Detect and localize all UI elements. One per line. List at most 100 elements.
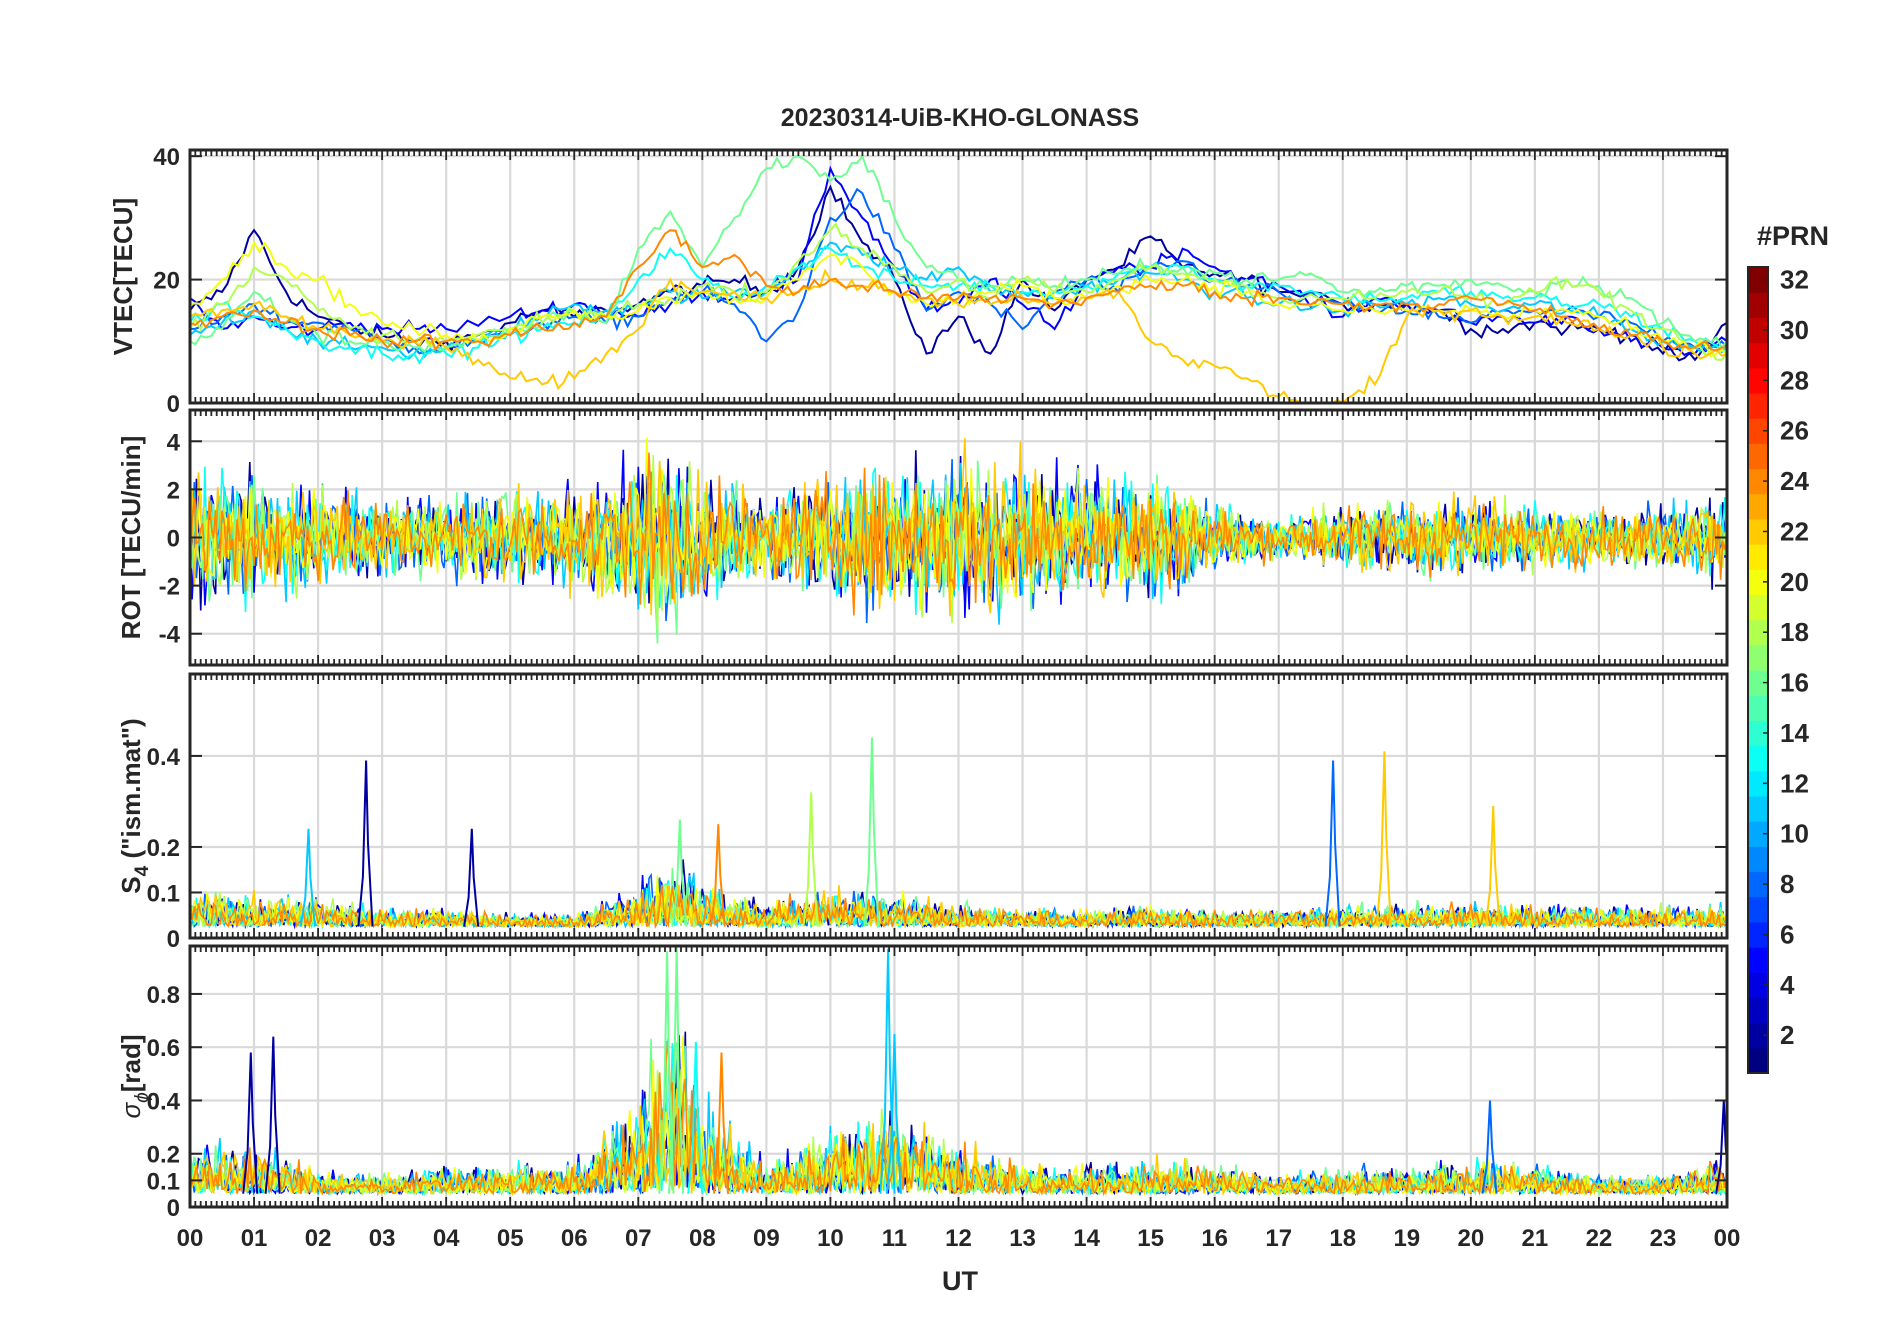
colorbar-segment (1748, 695, 1768, 721)
grid (188, 946, 1729, 1209)
spike-prn-8 (1481, 1100, 1498, 1194)
y-tick-label: 0.2 (147, 835, 180, 862)
colorbar-segment (1748, 392, 1768, 419)
spike-prn-2 (264, 1036, 281, 1194)
series-line-prn-22 (190, 268, 1727, 403)
spike-prn-2 (463, 828, 480, 927)
y-axis-label-sub: 4 (132, 865, 153, 876)
spike-prn-24 (712, 1052, 729, 1194)
colorbar-segment (1748, 342, 1768, 369)
y-tick-label: 20 (153, 268, 180, 295)
x-tick-label: 16 (1201, 1225, 1228, 1252)
spike-prn-13 (687, 1041, 704, 1194)
spike-prn-8 (1324, 760, 1341, 927)
tick-marks (189, 150, 1728, 404)
x-tick-label: 05 (497, 1225, 524, 1252)
y-tick-label: 0.4 (147, 1088, 181, 1115)
colorbar-tick-label: 6 (1780, 919, 1794, 949)
series-line-prn-22 (190, 1088, 1727, 1197)
spike-prn-2 (242, 1052, 259, 1194)
colorbar-tick-label: 28 (1780, 365, 1809, 395)
x-tick-label: 23 (1650, 1225, 1677, 1252)
y-axis-label: ROT [TECU/min] (116, 436, 146, 640)
colorbar-segment (1748, 367, 1768, 394)
colorbar-segment (1748, 443, 1768, 470)
colorbar-segment (1748, 745, 1768, 772)
spike-prn-2 (357, 760, 374, 927)
y-tick-label: 0.6 (147, 1035, 180, 1062)
y-tick-label: 0 (167, 526, 180, 553)
x-tick-label: 07 (625, 1225, 652, 1252)
colorbar-segment (1748, 972, 1768, 999)
colorbar-segment (1748, 821, 1768, 847)
colorbar-segment (1748, 468, 1768, 495)
tick-marks (189, 674, 1728, 939)
y-tick-label: 0 (167, 926, 180, 953)
spike-prn-11 (885, 1033, 902, 1194)
colorbar-tick-label: 30 (1780, 315, 1809, 345)
colorbar-segment (1748, 644, 1768, 671)
y-axis-label-rest: [rad] (116, 1034, 146, 1092)
colorbar-segment (1748, 1022, 1768, 1049)
data-marks (190, 437, 1727, 644)
y-tick-label: 0.1 (147, 880, 180, 907)
panel-sigma_phi: 00.10.2 0.4 0.6 0.8 σϕ[rad] (116, 944, 1729, 1222)
colorbar-segment (1748, 267, 1768, 293)
y-axis-label-main: S (116, 876, 146, 893)
tick-marks (189, 946, 1728, 1208)
colorbar-segment (1748, 493, 1768, 520)
series-line-prn-24 (190, 1037, 1727, 1197)
spike-prn-24 (709, 824, 726, 927)
colorbar-segment (1748, 770, 1768, 797)
x-tick-label: 18 (1329, 1225, 1356, 1252)
colorbar-segment (1748, 594, 1768, 621)
colorbar-segment (1748, 896, 1768, 923)
series-line-prn-18 (190, 222, 1727, 361)
x-tick-label: 15 (1137, 1225, 1164, 1252)
chart-title: 20230314-UiB-KHO-GLONASS (781, 104, 1139, 132)
x-tick-labels: 00 01 02 03 04 05 06 07 08 09 10 11 12 13 14 15 16 17 18 19… (177, 1225, 1741, 1252)
colorbar-segment (1748, 997, 1768, 1024)
colorbar-segment (1748, 846, 1768, 873)
x-axis-label: UT (942, 1266, 978, 1296)
x-tick-label: 01 (241, 1225, 268, 1252)
series-line-prn-16 (190, 867, 1727, 930)
spike-prn-18 (802, 792, 819, 927)
panel-vtec: 0 20 40 VTEC[TECU] (108, 144, 1729, 418)
series-line-prn-2 (190, 184, 1727, 362)
y-tick-label: 0.8 (147, 982, 180, 1009)
colorbar-segment (1748, 418, 1768, 444)
colorbar-segment (1748, 317, 1768, 344)
y-tick-label: 0 (167, 391, 180, 418)
series-line-prn-24 (190, 229, 1727, 352)
y-tick-label: 0.4 (147, 744, 181, 771)
x-tick-label: 08 (689, 1225, 716, 1252)
colorbar-segment (1748, 544, 1768, 570)
y-tick-label: 40 (153, 144, 180, 171)
x-tick-label: 19 (1393, 1225, 1420, 1252)
colorbar-tick-label: 24 (1780, 466, 1809, 496)
colorbar-segment (1748, 947, 1768, 973)
y-tick-label: -2 (159, 574, 180, 601)
y-tick-label: -4 (159, 622, 181, 649)
colorbar-tick-label: 26 (1780, 416, 1809, 446)
spike-prn-16 (658, 951, 675, 1194)
colorbar-tick-label: 16 (1780, 668, 1809, 698)
series-line-prn-20 (190, 240, 1727, 358)
x-tick-label: 03 (369, 1225, 396, 1252)
series-line-prn-22 (190, 437, 1727, 617)
colorbar-segment (1748, 292, 1768, 318)
x-tick-label: 06 (561, 1225, 588, 1252)
x-tick-label: 17 (1265, 1225, 1292, 1252)
colorbar-segment (1748, 619, 1768, 646)
colorbar-segment (1748, 720, 1768, 747)
y-axis-label: VTEC[TECU] (108, 198, 138, 355)
spike-prn-22 (1375, 751, 1392, 927)
data-marks (190, 946, 1727, 1197)
y-axis-label: S4 ("ism.mat") (116, 718, 153, 893)
grid (188, 150, 1729, 405)
x-tick-label: 11 (882, 1225, 907, 1252)
